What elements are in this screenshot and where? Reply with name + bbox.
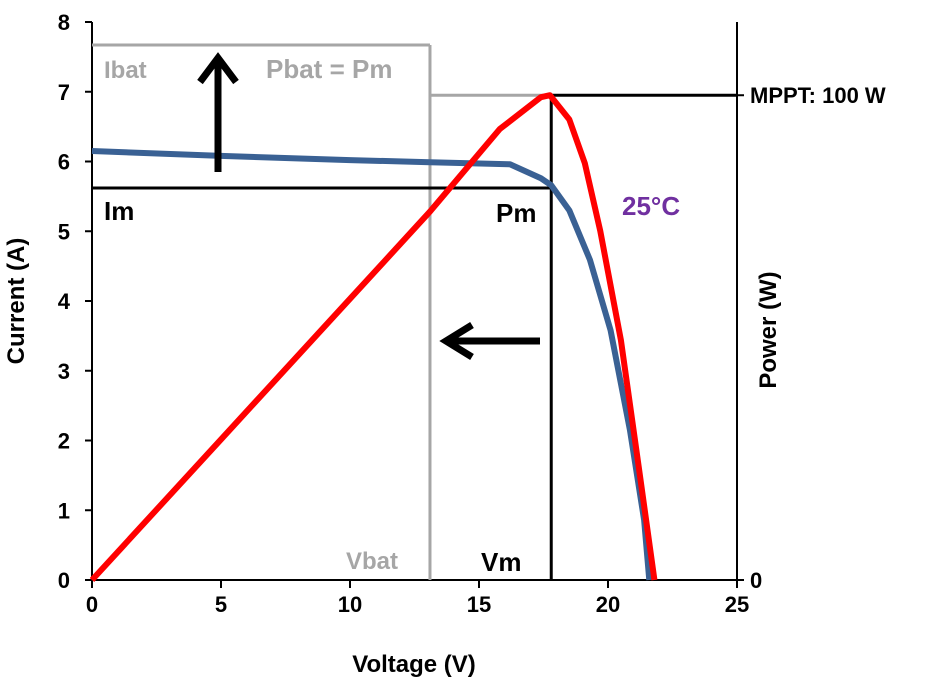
y-axis-label: Current (A) (3, 238, 30, 365)
current-curve (91, 148, 653, 581)
y-tick-label: 5 (58, 219, 70, 244)
x-tick-label: 5 (215, 592, 227, 617)
ibat-label: Ibat (104, 57, 147, 84)
y-tick-label: 8 (58, 10, 70, 35)
power-curve (89, 92, 658, 583)
vbat-label: Vbat (346, 548, 398, 575)
y-tick-label: 7 (58, 80, 70, 105)
vm-label: Vm (481, 547, 521, 577)
left-arrow-icon (439, 322, 474, 360)
x-tick-label: 20 (596, 592, 620, 617)
y-tick-label: 6 (58, 150, 70, 175)
y-tick-label: 0 (58, 568, 70, 593)
x-tick-label: 25 (725, 592, 749, 617)
y-tick-label: 1 (58, 498, 70, 523)
im-label: Im (104, 196, 134, 226)
x-tick-label: 10 (338, 592, 362, 617)
y-tick-label: 4 (58, 289, 71, 314)
y-tick-label: 3 (58, 359, 70, 384)
up-arrow-icon (197, 52, 239, 85)
x-tick-label: 15 (467, 592, 491, 617)
y2-tick-label: 0 (750, 568, 762, 593)
y2-axis-label: Power (W) (755, 271, 782, 388)
x-tick-label: 0 (86, 592, 98, 617)
temperature-label: 25°C (622, 191, 680, 221)
y2-tick-label: MPPT: 100 W (750, 83, 886, 108)
y-tick-label: 2 (58, 429, 70, 454)
x-axis-label: Voltage (V) (352, 651, 476, 678)
pm-label: Pm (496, 198, 536, 228)
pbat-label: Pbat = Pm (266, 54, 392, 84)
